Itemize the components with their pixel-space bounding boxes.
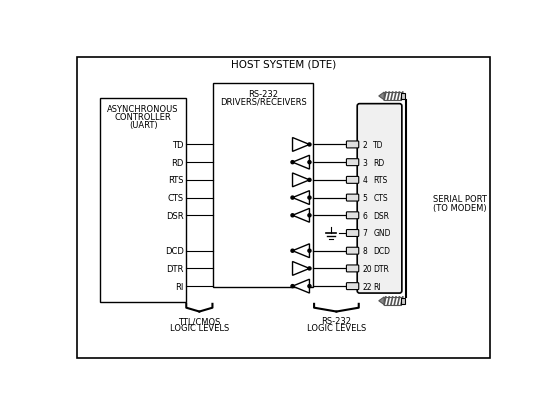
Text: DSR: DSR — [374, 211, 390, 220]
Circle shape — [291, 285, 294, 288]
FancyBboxPatch shape — [346, 177, 359, 184]
FancyBboxPatch shape — [346, 212, 359, 219]
FancyBboxPatch shape — [346, 283, 359, 290]
Polygon shape — [292, 173, 310, 187]
Text: CTS: CTS — [168, 193, 184, 202]
Polygon shape — [379, 93, 384, 101]
FancyBboxPatch shape — [346, 142, 359, 148]
Bar — [384, 93, 401, 101]
Text: DCD: DCD — [165, 247, 184, 256]
Text: (UART): (UART) — [129, 121, 158, 130]
Bar — [213, 84, 314, 287]
Text: 6: 6 — [362, 211, 367, 220]
Text: DTR: DTR — [166, 264, 184, 273]
Text: RD: RD — [374, 158, 385, 167]
Text: (TO MODEM): (TO MODEM) — [433, 204, 487, 213]
Circle shape — [308, 214, 311, 217]
FancyBboxPatch shape — [346, 247, 359, 254]
Text: RD: RD — [171, 158, 184, 167]
Text: RTS: RTS — [169, 176, 184, 185]
Circle shape — [291, 249, 294, 253]
Circle shape — [308, 285, 311, 288]
Circle shape — [308, 197, 311, 200]
Bar — [100, 99, 186, 303]
Text: DCD: DCD — [374, 247, 390, 256]
Text: RI: RI — [374, 282, 381, 291]
Text: CONTROLLER: CONTROLLER — [115, 113, 171, 122]
FancyBboxPatch shape — [346, 230, 359, 237]
Text: 4: 4 — [362, 176, 367, 185]
Polygon shape — [292, 191, 310, 205]
Text: RS-232: RS-232 — [248, 90, 278, 99]
Text: LOGIC LEVELS: LOGIC LEVELS — [170, 323, 229, 332]
Text: ASYNCHRONOUS: ASYNCHRONOUS — [108, 105, 179, 114]
Text: SERIAL PORT: SERIAL PORT — [433, 194, 487, 203]
Circle shape — [308, 144, 311, 147]
FancyBboxPatch shape — [346, 195, 359, 202]
Polygon shape — [292, 156, 310, 170]
Polygon shape — [292, 209, 310, 222]
Text: LOGIC LEVELS: LOGIC LEVELS — [307, 323, 366, 332]
Text: DTR: DTR — [374, 264, 389, 273]
Text: GND: GND — [374, 229, 391, 238]
Bar — [401, 298, 405, 304]
Polygon shape — [379, 297, 384, 305]
Text: 20: 20 — [362, 264, 372, 273]
Circle shape — [308, 179, 311, 182]
Text: RTS: RTS — [374, 176, 387, 185]
Circle shape — [291, 197, 294, 200]
Text: 8: 8 — [362, 247, 367, 256]
Polygon shape — [292, 138, 310, 152]
Polygon shape — [292, 244, 310, 258]
Text: CTS: CTS — [374, 193, 388, 202]
Text: DRIVERS/RECEIVERS: DRIVERS/RECEIVERS — [220, 97, 306, 106]
Bar — [401, 94, 405, 100]
Text: 7: 7 — [362, 229, 367, 238]
Polygon shape — [292, 279, 310, 293]
Text: HOST SYSTEM (DTE): HOST SYSTEM (DTE) — [231, 60, 337, 70]
FancyBboxPatch shape — [346, 265, 359, 272]
Text: 3: 3 — [362, 158, 367, 167]
FancyBboxPatch shape — [346, 159, 359, 166]
FancyBboxPatch shape — [357, 104, 402, 293]
Text: RI: RI — [175, 282, 184, 291]
Text: TTL/CMOS: TTL/CMOS — [178, 317, 220, 326]
Circle shape — [291, 214, 294, 217]
Circle shape — [308, 249, 311, 253]
Polygon shape — [292, 262, 310, 276]
Text: DSR: DSR — [166, 211, 184, 220]
Text: 5: 5 — [362, 193, 367, 202]
Circle shape — [308, 267, 311, 270]
Text: TD: TD — [374, 141, 384, 150]
Text: TD: TD — [173, 141, 184, 150]
Text: 2: 2 — [362, 141, 367, 150]
Circle shape — [291, 161, 294, 164]
Text: 22: 22 — [362, 282, 372, 291]
Text: RS-232: RS-232 — [321, 317, 351, 326]
Circle shape — [308, 161, 311, 164]
Bar — [384, 297, 401, 305]
